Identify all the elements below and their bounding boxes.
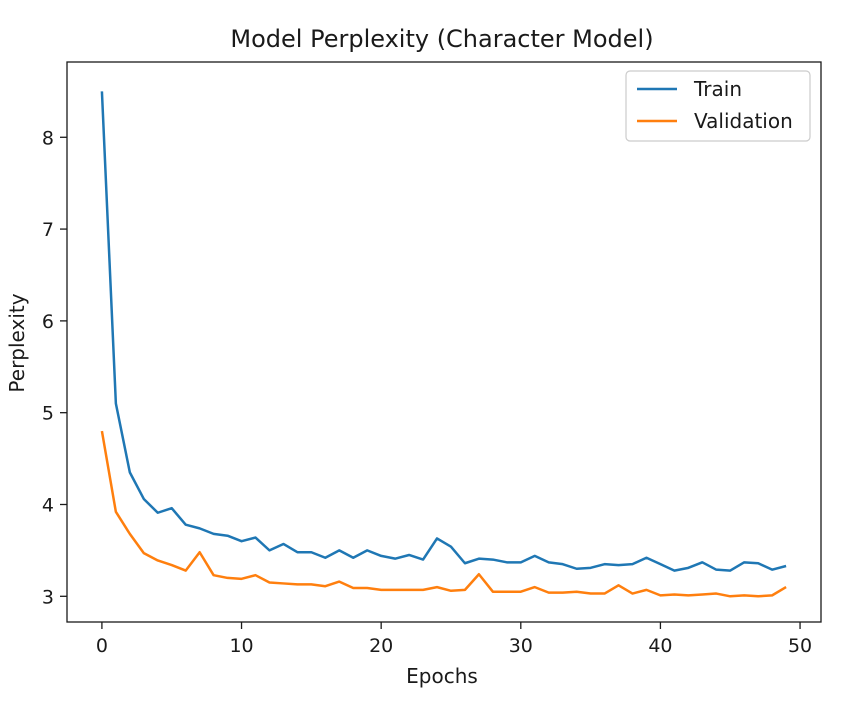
- y-tick-label: 5: [42, 403, 54, 425]
- x-tick-label: 50: [788, 635, 812, 657]
- x-axis-label: Epochs: [406, 664, 478, 688]
- axis-ticks: 0 10 20 30 40 50 3 4 5 6 7 8: [42, 127, 812, 657]
- y-tick-label: 6: [42, 311, 54, 333]
- y-tick-label: 7: [42, 219, 54, 241]
- x-tick-label: 10: [229, 635, 253, 657]
- x-tick-label: 0: [96, 635, 108, 657]
- y-axis-label: Perplexity: [5, 293, 29, 392]
- x-tick-label: 40: [648, 635, 672, 657]
- y-tick-label: 4: [42, 494, 54, 516]
- legend-label-train: Train: [693, 77, 742, 101]
- series-line-train: [100, 91, 787, 572]
- x-tick-label: 20: [369, 635, 393, 657]
- chart-title: Model Perplexity (Character Model): [230, 25, 653, 53]
- y-tick-label: 8: [42, 127, 54, 149]
- legend-label-validation: Validation: [694, 109, 793, 133]
- plot-frame: [66, 61, 822, 623]
- legend: Train Validation: [625, 70, 811, 142]
- series-line-validation: [100, 430, 787, 598]
- x-tick-label: 30: [509, 635, 533, 657]
- y-tick-label: 3: [42, 586, 54, 608]
- series-layer: [100, 91, 787, 598]
